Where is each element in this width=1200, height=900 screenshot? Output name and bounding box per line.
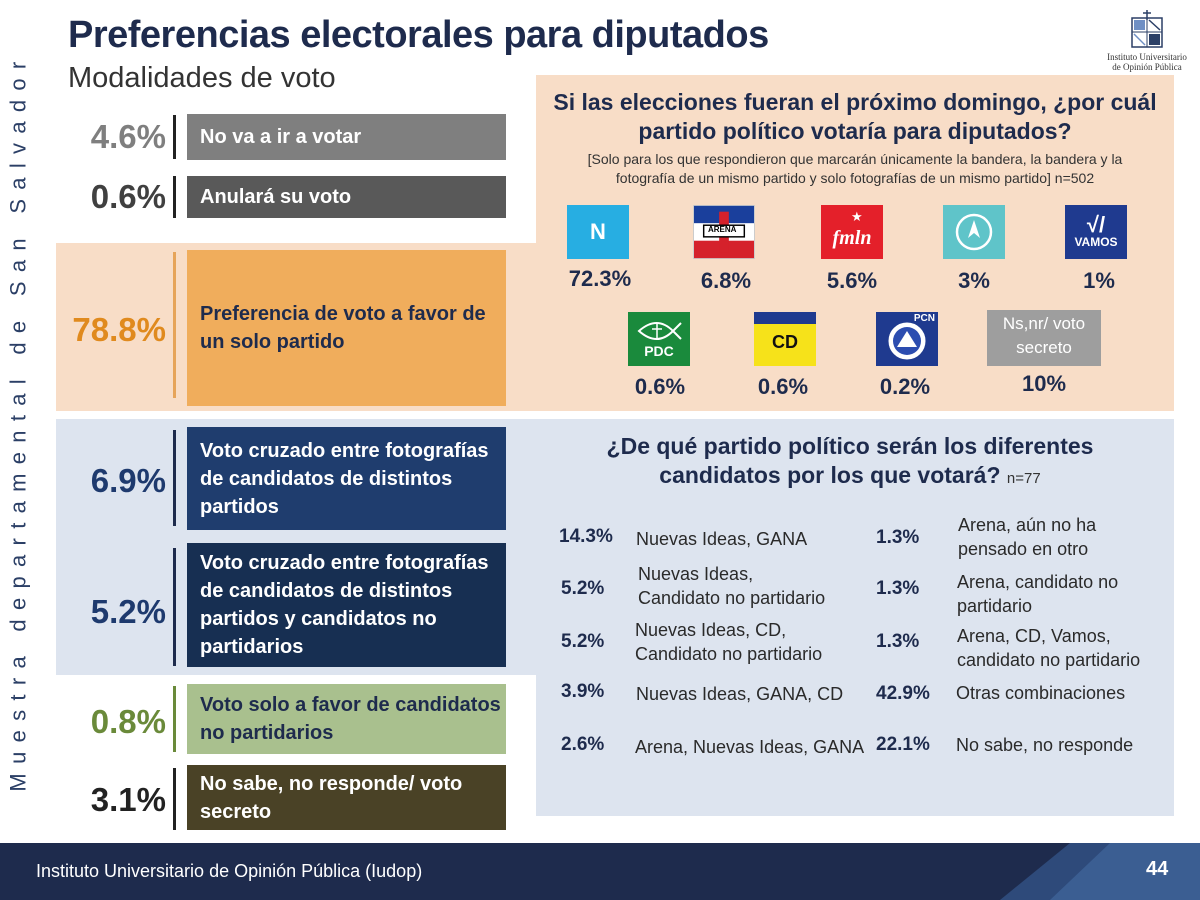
arena-logo-text: ARENA [708, 225, 737, 234]
pdc-logo-text: PDC [644, 343, 674, 359]
category-value: 5.2% [90, 593, 166, 630]
combo-value: 14.3% [559, 526, 613, 547]
cd-logo-stripe [754, 312, 816, 324]
combo-label: No sabe, no responde [956, 735, 1134, 755]
combo-label: Nuevas Ideas, CD, Candidato no partidari… [635, 620, 823, 664]
category-box: No sabe, no responde/ voto secreto [187, 765, 506, 830]
side-label: Muestra departamental de San Salvador [6, 51, 31, 792]
combo-question-text: ¿De qué partido político serán los difer… [606, 433, 1094, 488]
fmln-logo-text: fmln [832, 226, 872, 249]
category-value: 3.1% [90, 781, 166, 818]
category-divider [173, 686, 176, 752]
category-label: No va a ir a votar [200, 126, 362, 148]
category-divider [173, 548, 176, 666]
category-box: Anulará su voto [187, 176, 506, 218]
side-band [0, 0, 38, 843]
pdc-logo-icon: PDC [628, 312, 690, 366]
party-value: 3% [958, 268, 990, 293]
category-box: Preferencia de voto a favor de un solo p… [187, 250, 506, 406]
arena-logo-icon: ARENA [693, 205, 755, 259]
footer-bar [0, 843, 1200, 900]
nsnr-label: Ns,nr/ voto secreto [1002, 314, 1086, 357]
logo-emblem-icon [1131, 10, 1163, 48]
party-value: 72.3% [568, 266, 632, 291]
category-label: Voto cruzado entre fotografías de candid… [200, 439, 489, 518]
nsnr-box: Ns,nr/ voto secreto [987, 310, 1101, 366]
party-question-note: [Solo para los que respondieron que marc… [587, 151, 1123, 186]
vamos-logo-text: VAMOS [1074, 235, 1118, 249]
party-question-title: Si las elecciones fueran el próximo domi… [553, 89, 1157, 144]
party-logo-letter: N [590, 219, 606, 244]
category-label: Voto cruzado entre fotografías de candid… [200, 552, 489, 658]
combo-label: Arena, CD, Vamos, candidato no partidari… [957, 626, 1141, 670]
combo-panel-bg [536, 670, 1174, 816]
category-value: 0.8% [90, 703, 166, 740]
footer-text: Instituto Universitario de Opinión Públi… [36, 861, 423, 881]
page-number: 44 [1146, 858, 1169, 880]
nuevas-ideas-logo-icon: N [567, 205, 629, 259]
pcn-logo-icon: PCN [876, 312, 938, 366]
star-icon: ★ [851, 209, 863, 224]
category-value: 6.9% [90, 462, 166, 499]
combo-value: 1.3% [876, 631, 920, 652]
category-value: 0.6% [90, 178, 166, 215]
category-label: Preferencia de voto a favor de un solo p… [200, 303, 486, 353]
category-label: No sabe, no responde/ voto secreto [200, 772, 463, 823]
logo-text: Instituto Universitario de Opinión Públi… [1107, 52, 1187, 72]
party-value: 6.8% [700, 268, 752, 293]
page-title: Preferencias electorales para diputados [68, 14, 769, 56]
combo-label: Nuevas Ideas, GANA [636, 529, 808, 549]
party-value: 5.6% [826, 268, 878, 293]
category-box: Voto solo a favor de candidatos no parti… [187, 684, 506, 754]
party-value: 0.2% [879, 374, 931, 399]
gana-logo-icon [943, 205, 1005, 259]
cd-logo-text: CD [772, 332, 798, 352]
combo-label: Nuevas Ideas, GANA, CD [636, 684, 844, 704]
category-divider [173, 176, 176, 218]
category-label: Anulará su voto [200, 186, 352, 208]
party-value: 1% [1083, 268, 1115, 293]
vamos-logo-icon: √/ VAMOS [1065, 205, 1127, 259]
combo-value: 2.6% [561, 734, 605, 755]
combo-value: 1.3% [876, 527, 920, 548]
combo-value: 42.9% [876, 683, 930, 704]
combo-value: 3.9% [561, 681, 605, 702]
iudop-logo: Instituto Universitario de Opinión Públi… [1103, 10, 1191, 78]
category-value: 78.8% [72, 311, 166, 348]
category-divider [173, 115, 176, 159]
category-divider [173, 768, 176, 830]
page-subtitle: Modalidades de voto [68, 62, 336, 94]
vamos-check-icon: √/ [1086, 212, 1106, 237]
party-value: 10% [1021, 371, 1067, 396]
combo-value: 5.2% [561, 631, 605, 652]
pcn-logo-text: PCN [913, 313, 935, 324]
side-label-wrap: Muestra departamental de San Salvador [0, 0, 38, 843]
category-value: 4.6% [90, 118, 166, 155]
footer-accent [1000, 843, 1200, 900]
category-divider [173, 430, 176, 526]
combo-question-n: n=77 [1006, 470, 1041, 487]
category-box: No va a ir a votar [187, 114, 506, 160]
combo-value: 1.3% [876, 578, 920, 599]
category-box: Voto cruzado entre fotografías de candid… [187, 427, 506, 530]
combo-label: Nuevas Ideas, Candidato no partidario [638, 564, 826, 608]
combo-label: Arena, aún no ha pensado en otro [958, 515, 1097, 559]
combo-label: Arena, Nuevas Ideas, GANA [635, 737, 865, 757]
category-label: Voto solo a favor de candidatos no parti… [200, 694, 501, 744]
cd-logo-icon: CD [754, 312, 816, 366]
fmln-logo-icon: fmln ★ [821, 205, 883, 259]
party-value: 0.6% [757, 374, 809, 399]
combo-value: 22.1% [876, 734, 930, 755]
category-box: Voto cruzado entre fotografías de candid… [187, 543, 506, 667]
category-divider [173, 252, 176, 398]
party-value: 0.6% [634, 374, 686, 399]
combo-label: Otras combinaciones [956, 683, 1126, 703]
combo-value: 5.2% [561, 578, 605, 599]
combo-question-title: ¿De qué partido político serán los difer… [580, 432, 1120, 493]
combo-label: Arena, candidato no partidario [957, 572, 1119, 616]
